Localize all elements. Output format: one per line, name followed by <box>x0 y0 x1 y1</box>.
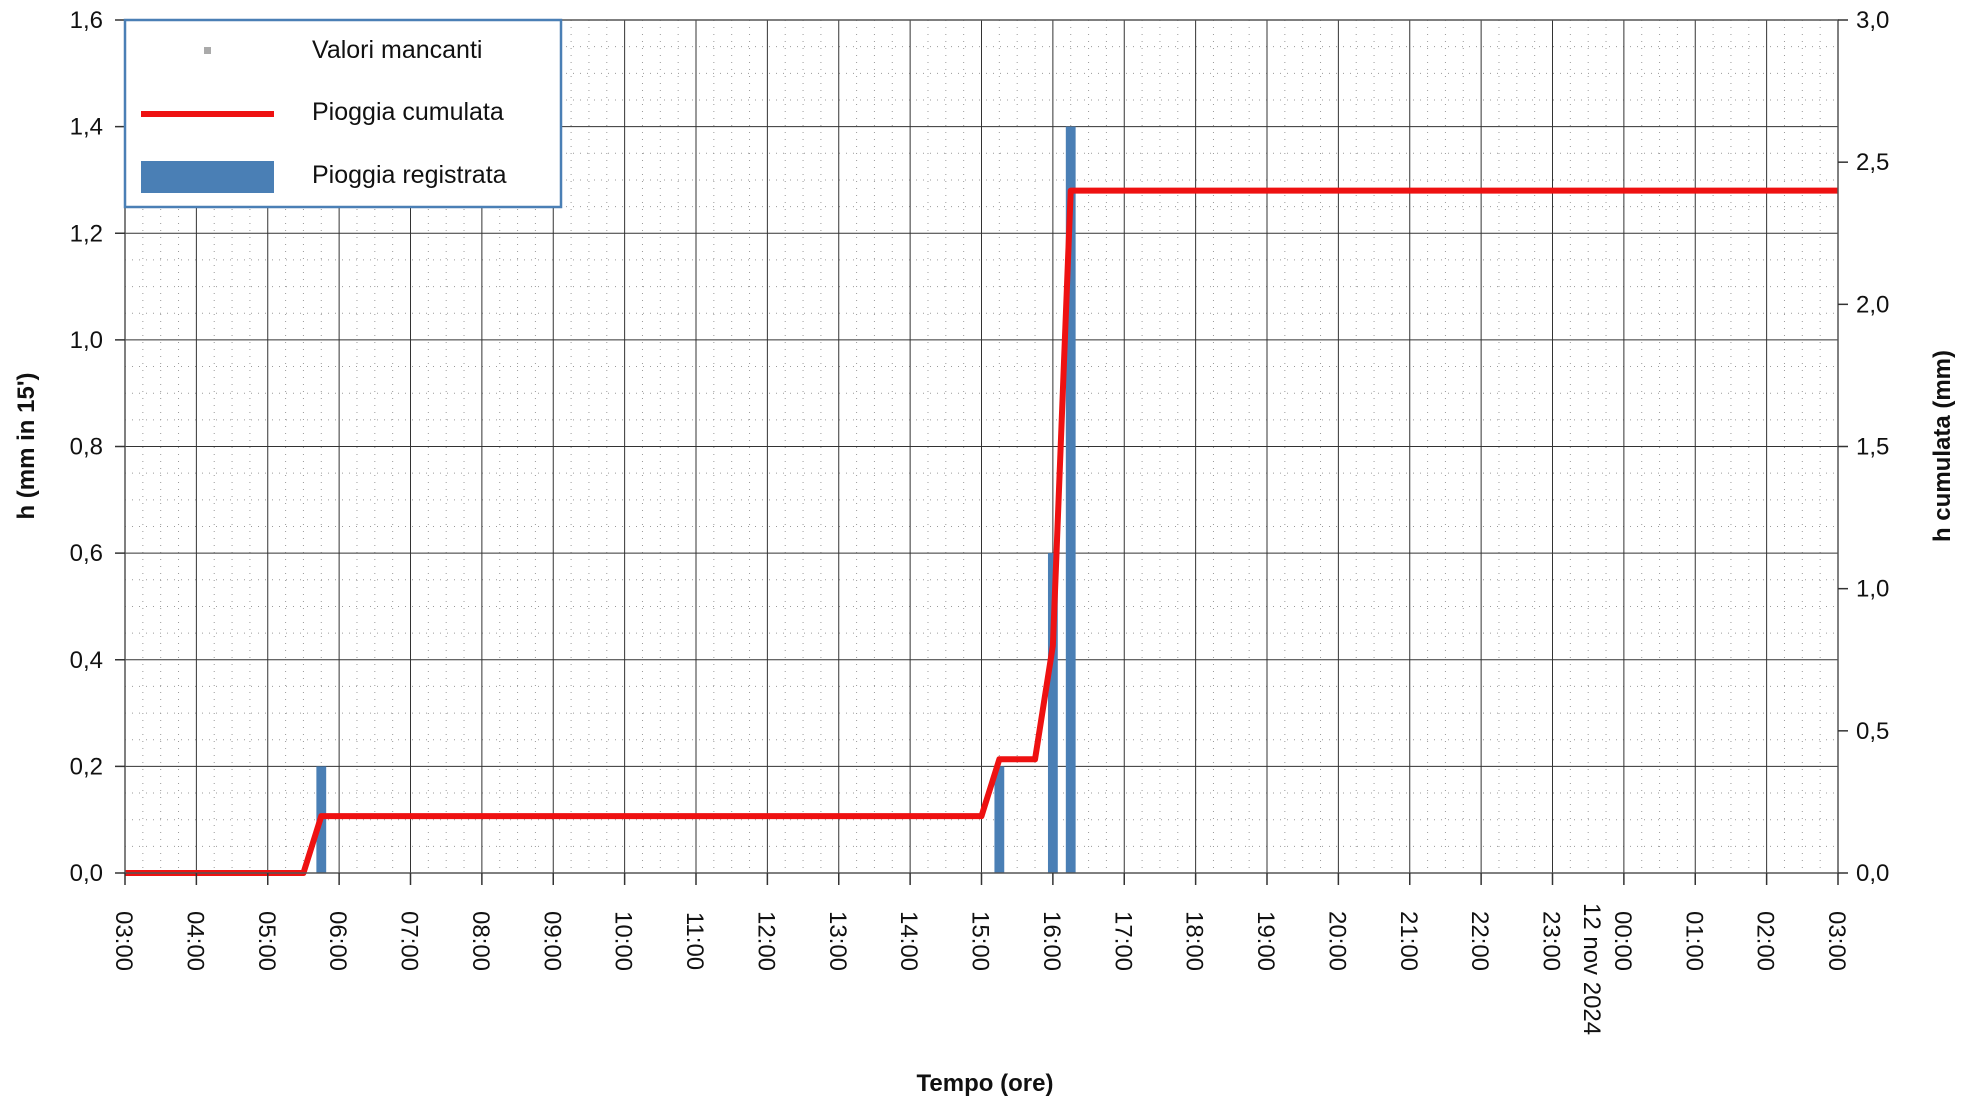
rain-bar <box>1047 553 1058 873</box>
y-tick-label-left: 0,0 <box>70 860 103 887</box>
rain-bar <box>994 766 1005 873</box>
legend-recorded-label: Pioggia registrata <box>312 161 507 189</box>
y-tick-label-left: 1,6 <box>70 7 103 34</box>
cumulative-rain-line <box>125 187 1838 876</box>
y-tick-label-right: 0,0 <box>1856 860 1889 887</box>
x-tick-label: 11:00 <box>681 912 708 970</box>
missing-values-marker <box>204 47 211 54</box>
x-tick-label: 12:00 <box>752 911 779 971</box>
y-tick-label-left: 0,8 <box>70 434 103 461</box>
x-tick-label: 08:00 <box>467 911 494 971</box>
x-tick-label: 04:00 <box>181 911 208 971</box>
x-tick-label: 14:00 <box>895 911 922 971</box>
x-tick-label: 00:00 <box>1609 911 1636 971</box>
x-tick-label: 20:00 <box>1323 911 1350 971</box>
x-tick-label: 16:00 <box>1038 911 1065 971</box>
y-tick-label-left: 0,4 <box>70 647 103 674</box>
legend-missing-label: Valori mancanti <box>312 36 482 64</box>
y-axis-title-left: h (mm in 15') <box>13 372 40 519</box>
y-tick-label-right: 3,0 <box>1856 7 1889 34</box>
x-tick-label: 19:00 <box>1252 911 1279 971</box>
x-tick-label: 15:00 <box>967 911 994 971</box>
x-tick-label: 09:00 <box>538 911 565 971</box>
x-tick-label: 17:00 <box>1109 911 1136 971</box>
cumulative-line-group <box>125 187 1838 876</box>
y-tick-label-left: 1,4 <box>70 114 103 141</box>
y-tick-label-right: 0,5 <box>1856 718 1889 745</box>
y-tick-label-right: 1,0 <box>1856 576 1889 603</box>
x-tick-label: 13:00 <box>824 911 851 971</box>
x-tick-label: 01:00 <box>1680 911 1707 971</box>
y-axis-title-right: h cumulata (mm) <box>1929 350 1956 542</box>
x-tick-label: 21:00 <box>1395 911 1422 971</box>
x-tick-label: 10:00 <box>610 911 637 971</box>
y-tick-label-right: 1,5 <box>1856 434 1889 461</box>
y-tick-label-right: 2,0 <box>1856 291 1889 318</box>
rain-bar <box>1065 126 1076 873</box>
x-tick-label: 18:00 <box>1181 911 1208 971</box>
recorded-legend-swatch <box>141 161 274 193</box>
legend: Valori mancanti Pioggia cumulata Pioggia… <box>123 18 563 209</box>
x-tick-label: 23:00 <box>1538 911 1565 971</box>
x-tick-label: 02:00 <box>1752 911 1779 971</box>
x-tick-label: 06:00 <box>324 911 351 971</box>
y-tick-label-left: 0,2 <box>70 753 103 780</box>
ticks: 03:00 04:00 05:00 06:00 07:00 08:00 09:00 10:00… <box>70 7 1890 1035</box>
x-axis-title: Tempo (ore) <box>917 1070 1054 1097</box>
y-tick-label-right: 2,5 <box>1856 149 1889 176</box>
x-tick-label: 22:00 <box>1466 911 1493 971</box>
x-tick-label: 07:00 <box>396 911 423 971</box>
x-tick-label: 03:00 <box>110 911 137 971</box>
x-tick-label: 05:00 <box>253 911 280 971</box>
y-tick-label-left: 1,0 <box>70 327 103 354</box>
y-tick-label-left: 0,6 <box>70 540 103 567</box>
date-label: 12 nov 2024 <box>1578 903 1605 1035</box>
legend-cumulative-label: Pioggia cumulata <box>312 98 504 126</box>
x-tick-label: 03:00 <box>1823 911 1850 971</box>
y-tick-label-left: 1,2 <box>70 220 103 247</box>
